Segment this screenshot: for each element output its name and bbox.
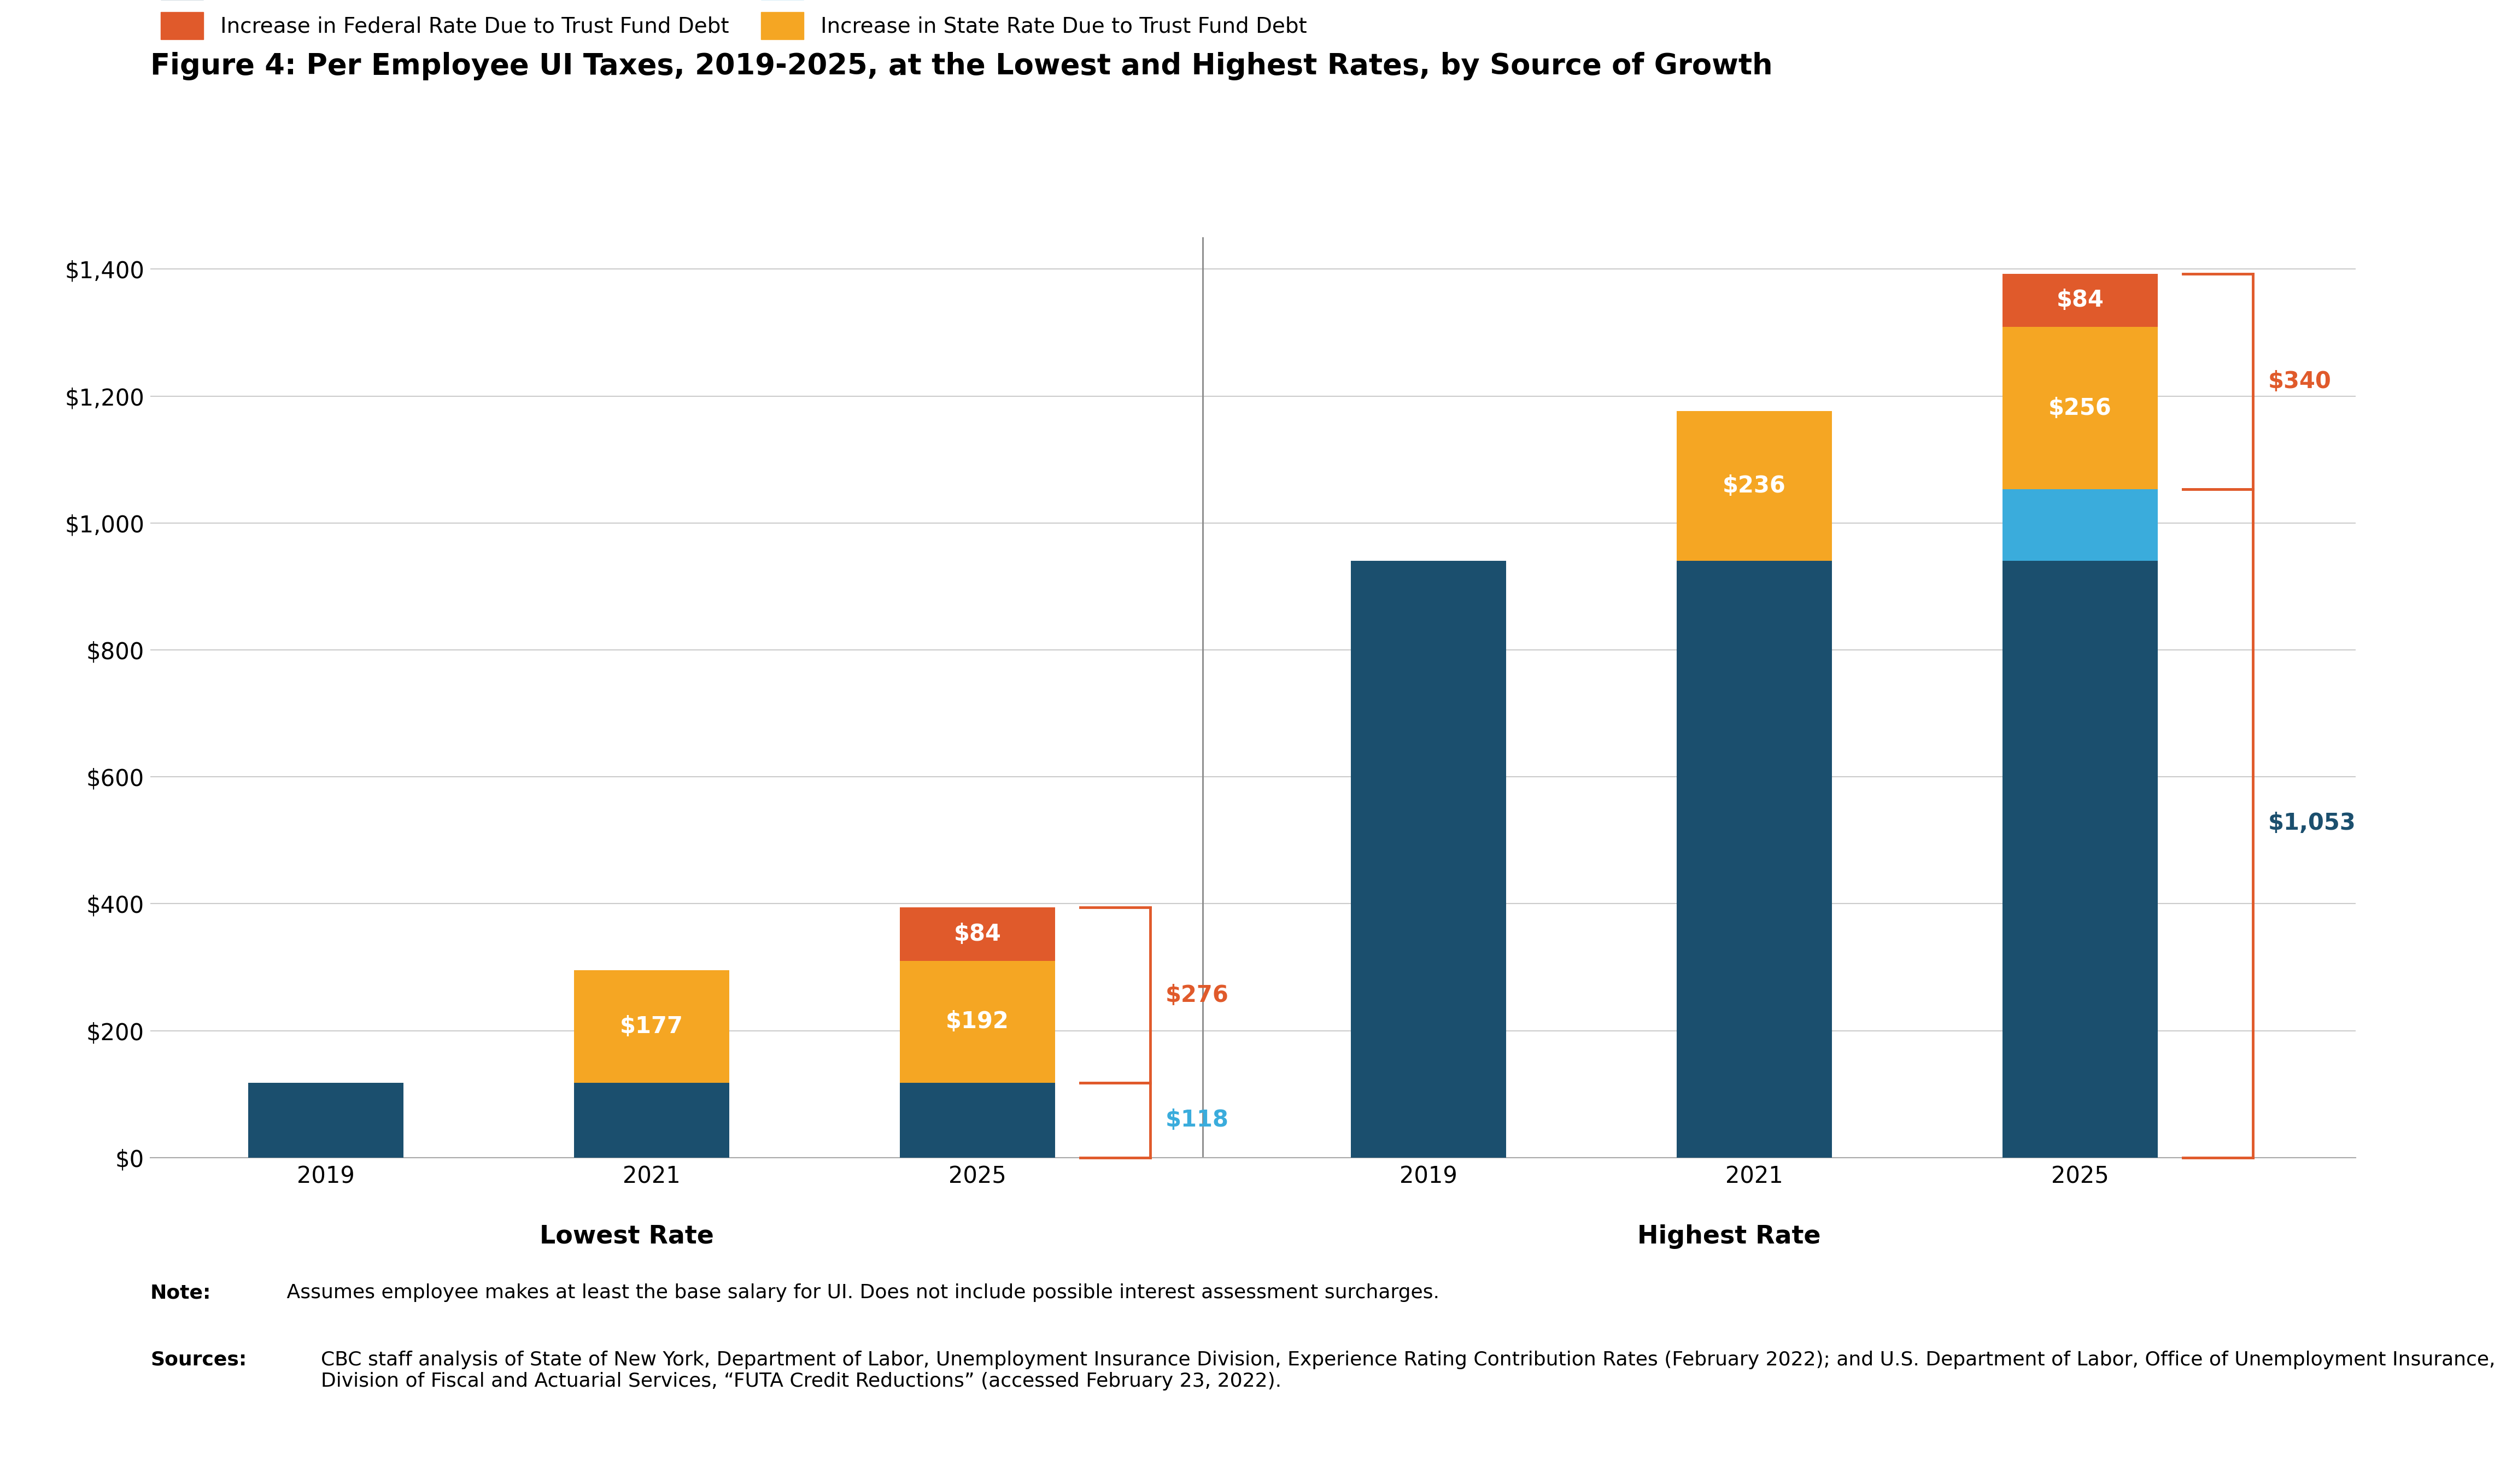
Bar (574, 1083, 729, 1158)
Bar (2002, 490, 2158, 561)
Bar (574, 971, 729, 1083)
Bar (2002, 326, 2158, 490)
Text: $1,053: $1,053 (2268, 812, 2356, 835)
Text: $192: $192 (945, 1011, 1010, 1033)
Bar (2002, 273, 2158, 326)
Bar (900, 908, 1055, 960)
Text: $276: $276 (1165, 984, 1228, 1006)
Text: $236: $236 (1722, 475, 1787, 497)
Bar (900, 1083, 1055, 1158)
Bar (2002, 561, 2158, 1158)
Text: $84: $84 (2057, 289, 2103, 312)
Text: CBC staff analysis of State of New York, Department of Labor, Unemployment Insur: CBC staff analysis of State of New York,… (321, 1350, 2496, 1391)
Bar (1677, 561, 1832, 1158)
Text: $118: $118 (1165, 1109, 1228, 1132)
Legend: 2019 Base UI Tax, Increase in Federal Rate Due to Trust Fund Debt, Increase Due : 2019 Base UI Tax, Increase in Federal Ra… (160, 0, 1311, 40)
Bar (248, 1083, 403, 1158)
Text: Note:: Note: (150, 1284, 211, 1303)
Bar (900, 960, 1055, 1083)
Text: Highest Rate: Highest Rate (1636, 1224, 1822, 1250)
Text: Figure 4: Per Employee UI Taxes, 2019-2025, at the Lowest and Highest Rates, by : Figure 4: Per Employee UI Taxes, 2019-20… (150, 52, 1772, 80)
Bar (1677, 411, 1832, 561)
Text: Lowest Rate: Lowest Rate (539, 1224, 714, 1250)
Text: $177: $177 (619, 1015, 684, 1037)
Text: Sources:: Sources: (150, 1350, 246, 1370)
Text: $84: $84 (955, 923, 1000, 945)
Text: $340: $340 (2268, 370, 2331, 393)
Bar (1351, 561, 1506, 1158)
Text: $256: $256 (2047, 396, 2113, 420)
Text: Assumes employee makes at least the base salary for UI. Does not include possibl: Assumes employee makes at least the base… (281, 1284, 1438, 1303)
